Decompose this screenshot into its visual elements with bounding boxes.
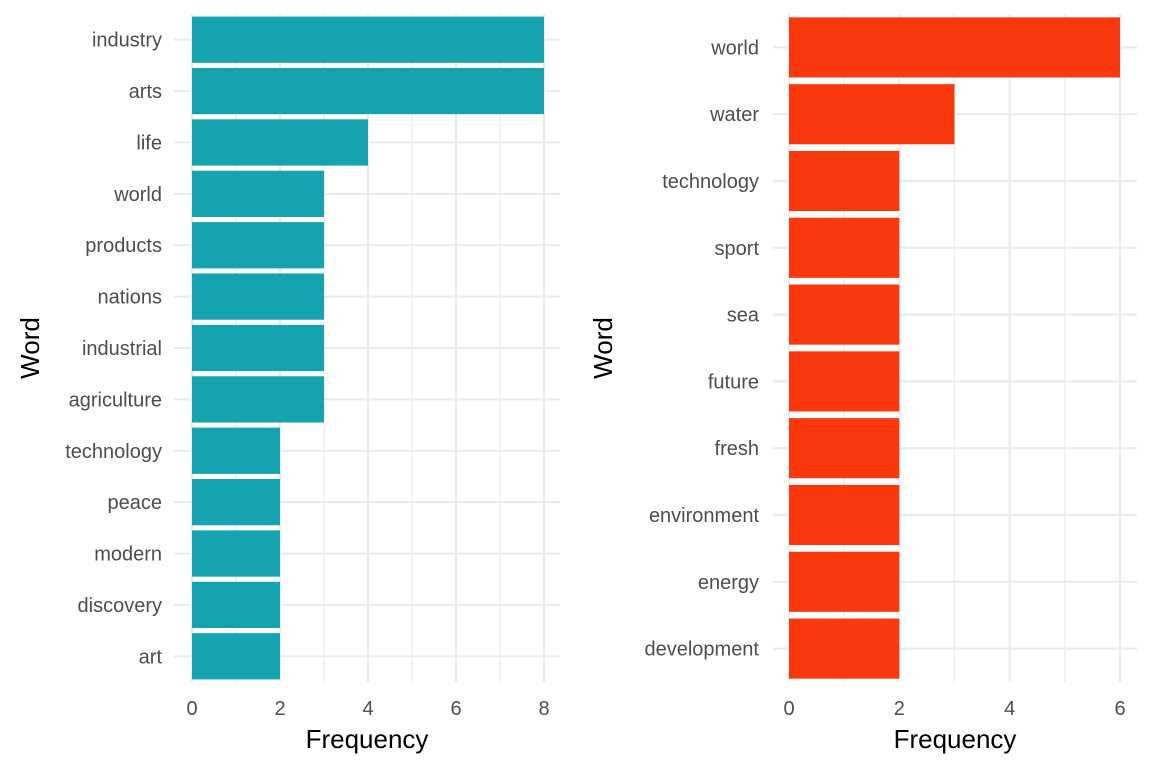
- bar-industrial: [192, 324, 324, 372]
- category-label: technology: [65, 441, 162, 463]
- category-label: sea: [727, 305, 760, 327]
- category-label: world: [710, 37, 759, 59]
- category-label: fresh: [715, 438, 759, 460]
- category-label: environment: [649, 505, 760, 527]
- bar-art: [192, 633, 280, 680]
- x-tick-label: 4: [362, 698, 373, 720]
- category-label: world: [113, 184, 162, 206]
- x-tick-label: 4: [1004, 698, 1015, 720]
- category-label: technology: [662, 171, 759, 193]
- x-tick-label: 8: [538, 698, 549, 720]
- bar-agriculture: [192, 376, 324, 423]
- bar-products: [192, 222, 324, 269]
- bar-industry: [192, 16, 544, 63]
- x-tick-label: 2: [274, 698, 285, 720]
- category-label: nations: [98, 287, 163, 309]
- x-tick-label: 6: [1114, 698, 1125, 720]
- x-tick-label: 2: [894, 698, 905, 720]
- bar-peace: [192, 479, 280, 526]
- category-label: sport: [715, 238, 760, 260]
- bar-sea: [789, 284, 900, 345]
- y-axis-title: Word: [588, 317, 618, 379]
- category-label: future: [708, 371, 759, 393]
- bar-technology: [192, 427, 280, 474]
- bar-modern: [192, 530, 280, 577]
- bar-world: [192, 170, 324, 217]
- bar-technology: [789, 150, 900, 212]
- bar-sport: [789, 217, 900, 278]
- x-tick-label: 0: [186, 698, 197, 720]
- category-label: industrial: [82, 338, 162, 360]
- bar-nations: [192, 273, 324, 320]
- x-tick-label: 0: [783, 698, 794, 720]
- category-label: discovery: [78, 595, 162, 617]
- category-label: modern: [94, 544, 162, 566]
- category-label: development: [644, 639, 759, 661]
- x-axis-title: Frequency: [894, 724, 1017, 754]
- category-label: industry: [92, 30, 162, 52]
- bar-environment: [789, 484, 900, 546]
- bar-arts: [192, 67, 544, 115]
- x-axis-title: Frequency: [306, 724, 429, 754]
- category-label: life: [136, 132, 162, 154]
- category-label: energy: [698, 572, 759, 594]
- chart-panel-2: world water technology sport sea future fresh e…: [588, 14, 1137, 754]
- category-label: products: [85, 235, 162, 257]
- chart-panel-1: industry arts life world products nations indu…: [15, 14, 560, 754]
- x-tick-label: 6: [450, 698, 461, 720]
- bar-water: [789, 84, 955, 145]
- category-label: peace: [108, 492, 163, 514]
- bar-life: [192, 119, 368, 166]
- bar-development: [789, 618, 900, 679]
- bar-fresh: [789, 418, 900, 479]
- category-label: art: [139, 646, 163, 668]
- category-label: arts: [129, 81, 162, 103]
- bar-energy: [789, 551, 900, 612]
- category-label: water: [709, 104, 759, 126]
- y-axis-title: Word: [15, 317, 45, 379]
- category-label: agriculture: [69, 389, 162, 411]
- bar-world: [789, 17, 1120, 78]
- bar-future: [789, 351, 900, 412]
- bar-discovery: [192, 581, 280, 629]
